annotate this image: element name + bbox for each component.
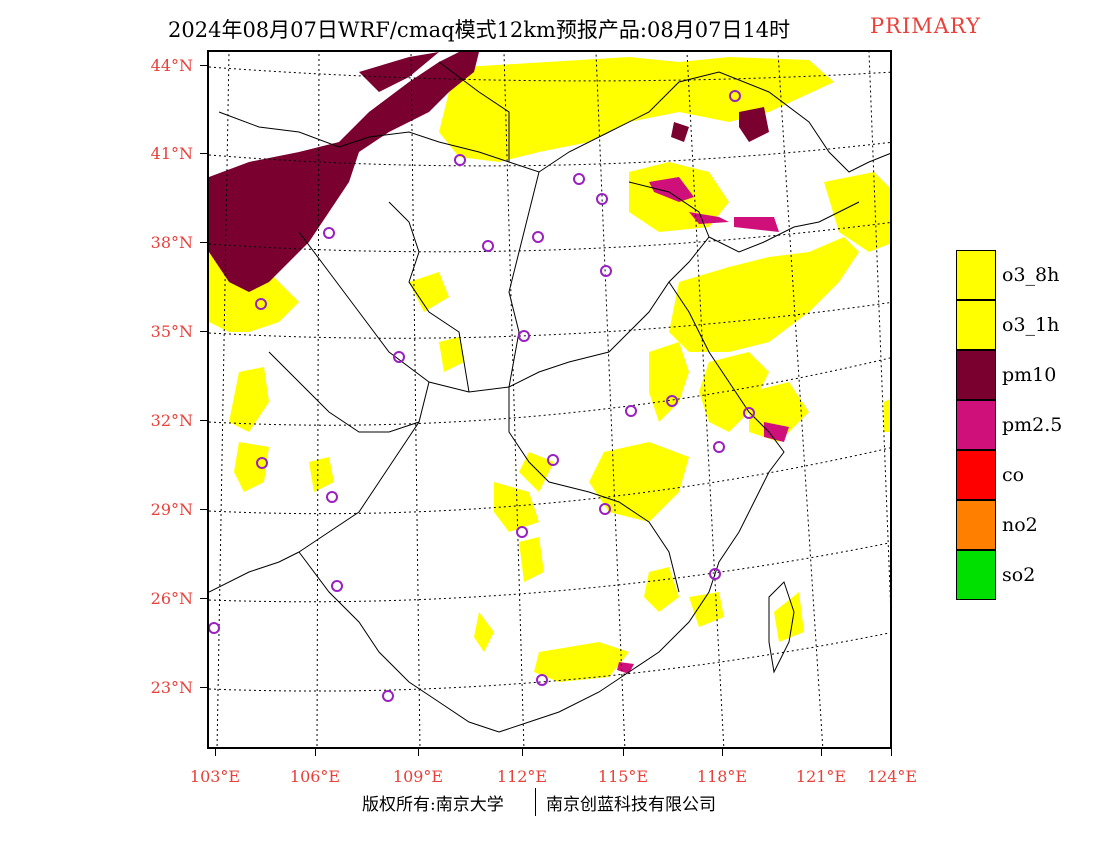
footer: 版权所有:南京大学 南京创蓝科技有限公司	[0, 788, 1100, 820]
map-title: 2024年08月07日WRF/cmaq模式12km预报产品:08月07日14时	[168, 18, 791, 42]
legend-label-o3-1h: o3_1h	[1002, 314, 1060, 336]
pm25-region-layer	[617, 177, 789, 674]
lon-tick	[215, 749, 216, 756]
lat-label-35: 35°N	[150, 322, 193, 341]
lat-tick	[200, 65, 207, 66]
lon-tick	[891, 749, 892, 756]
legend-swatch-no2	[956, 500, 996, 550]
lon-tick	[315, 749, 316, 756]
legend-label-o3-8h: o3_8h	[1002, 264, 1060, 286]
lat-tick	[200, 420, 207, 421]
copyright-owner: 版权所有:南京大学	[362, 795, 504, 815]
lon-tick	[722, 749, 723, 756]
lat-label-44: 44°N	[150, 56, 193, 75]
legend-label-pm10: pm10	[1002, 364, 1057, 386]
lon-tick	[522, 749, 523, 756]
lat-label-38: 38°N	[150, 233, 193, 252]
title-bar: 2024年08月07日WRF/cmaq模式12km预报产品:08月07日14时 …	[0, 10, 1100, 42]
legend-label-pm25: pm2.5	[1002, 414, 1063, 436]
lon-tick	[821, 749, 822, 756]
lat-label-41: 41°N	[150, 144, 193, 163]
lat-tick	[200, 687, 207, 688]
footer-divider	[535, 788, 536, 816]
map-canvas	[209, 52, 890, 747]
lon-tick	[418, 749, 419, 756]
boundary-layer	[209, 61, 890, 733]
o3-region-layer	[209, 57, 890, 682]
legend-swatch-pm25	[956, 400, 996, 450]
lon-label-109: 109°E	[392, 767, 444, 786]
lat-tick	[200, 331, 207, 332]
lon-label-115: 115°E	[597, 767, 649, 786]
lat-label-29: 29°N	[150, 500, 193, 519]
legend-swatch-co	[956, 450, 996, 500]
legend-label-so2: so2	[1002, 564, 1036, 586]
lat-label-23: 23°N	[150, 678, 193, 697]
product-tag: PRIMARY	[870, 14, 981, 38]
map-panel	[207, 50, 892, 749]
station-layer	[209, 90, 755, 702]
legend-label-co: co	[1002, 464, 1025, 486]
lat-grid-layer	[209, 66, 890, 692]
lat-tick	[200, 242, 207, 243]
lat-tick	[200, 509, 207, 510]
lon-label-118: 118°E	[696, 767, 748, 786]
lon-label-106: 106°E	[289, 767, 341, 786]
legend-swatch-o3-8h	[956, 250, 996, 300]
legend-label-no2: no2	[1002, 514, 1038, 536]
lon-label-112: 112°E	[496, 767, 548, 786]
copyright-company: 南京创蓝科技有限公司	[546, 795, 716, 815]
legend-swatch-o3-1h	[956, 300, 996, 350]
lon-label-124: 124°E	[866, 767, 918, 786]
lon-tick	[623, 749, 624, 756]
pm10-region-layer	[209, 52, 769, 292]
lon-label-103: 103°E	[189, 767, 241, 786]
legend-swatch-pm10	[956, 350, 996, 400]
lat-label-26: 26°N	[150, 589, 193, 608]
lat-tick	[200, 598, 207, 599]
legend-swatch-so2	[956, 550, 996, 600]
lat-label-32: 32°N	[150, 411, 193, 430]
lon-label-121: 121°E	[795, 767, 847, 786]
lon-grid-layer	[216, 52, 890, 747]
lat-tick	[200, 153, 207, 154]
